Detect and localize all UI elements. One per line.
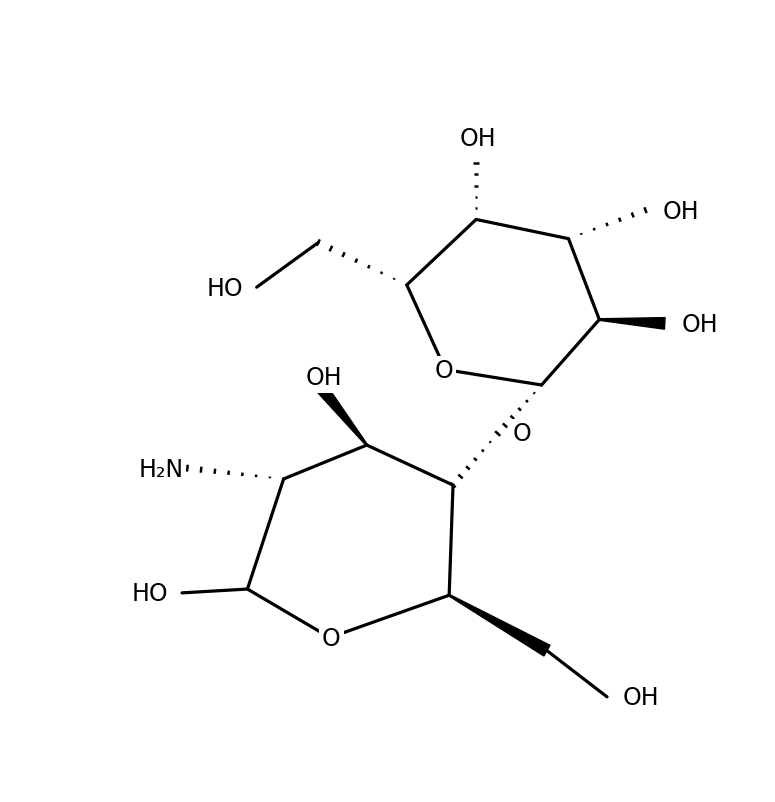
Text: H₂N: H₂N xyxy=(139,458,184,482)
Text: OH: OH xyxy=(663,200,699,224)
Polygon shape xyxy=(599,318,665,329)
Text: HO: HO xyxy=(132,582,168,606)
Text: HO: HO xyxy=(206,277,243,301)
Text: O: O xyxy=(322,627,341,651)
Polygon shape xyxy=(318,385,367,446)
Text: OH: OH xyxy=(460,128,497,152)
Polygon shape xyxy=(449,594,550,656)
Text: O: O xyxy=(513,423,532,446)
Text: OH: OH xyxy=(682,313,718,337)
Text: OH: OH xyxy=(622,687,659,711)
Text: OH: OH xyxy=(305,366,342,390)
Text: O: O xyxy=(435,359,453,383)
